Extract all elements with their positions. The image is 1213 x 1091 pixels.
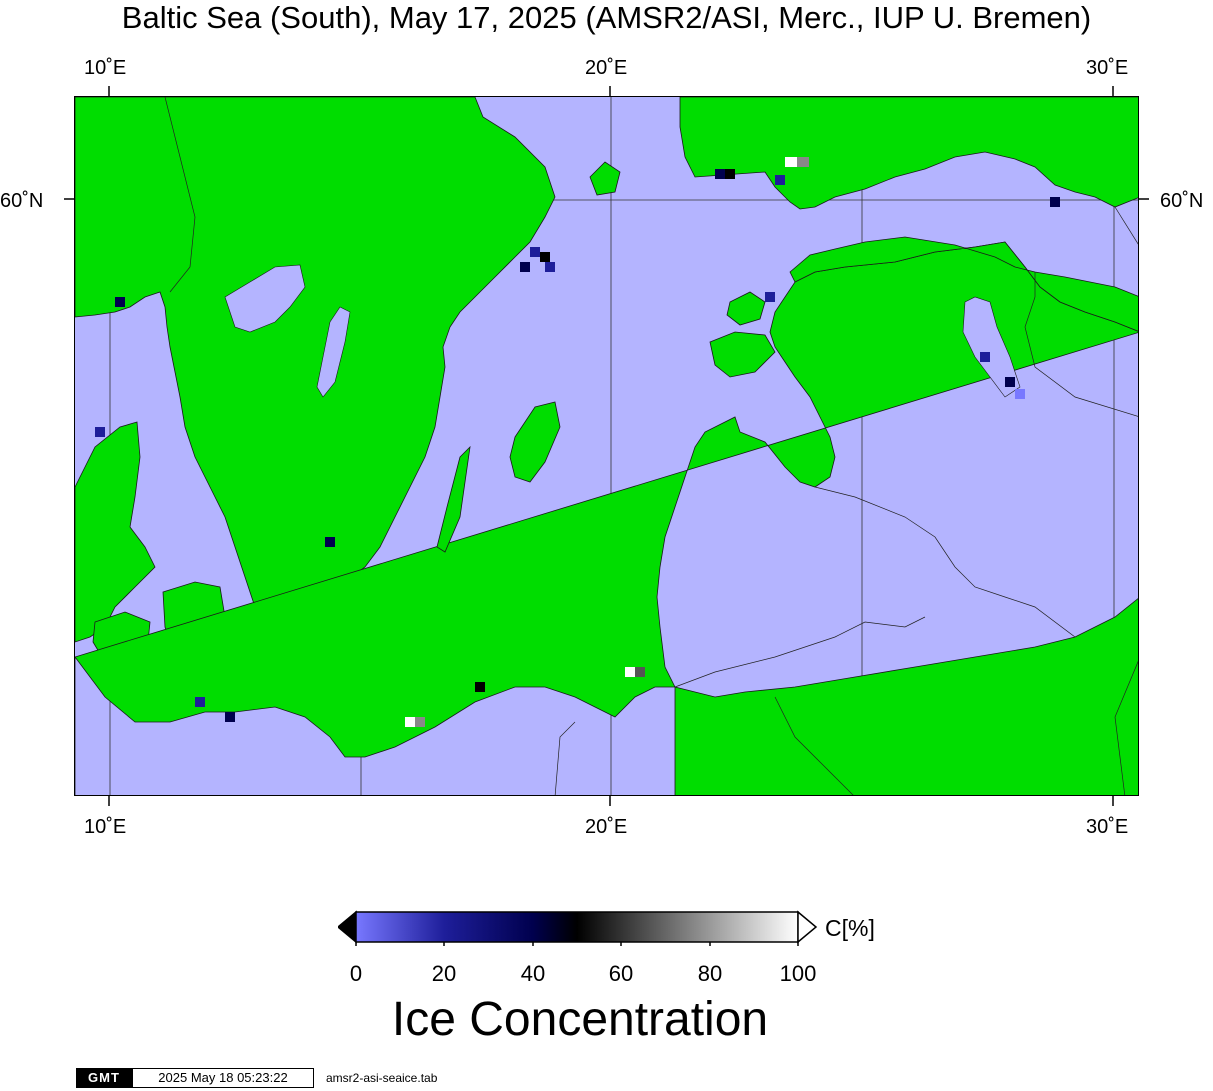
lake-peipus <box>962 296 1021 398</box>
border-norway-sweden <box>164 97 196 293</box>
ice-pixel <box>545 262 555 272</box>
ice-pixel <box>1050 197 1060 207</box>
land-masses <box>75 97 1138 795</box>
colorbar-title: Ice Concentration <box>391 993 769 1046</box>
ice-pixel <box>325 537 335 547</box>
colorbar-tick-100: 100 <box>779 961 817 986</box>
colorbar-tick-40: 40 <box>520 961 546 986</box>
border-poland-kaliningrad <box>554 721 576 795</box>
country-borders <box>164 97 1138 795</box>
ice-pixel <box>530 247 540 257</box>
colorbar-max-arrow <box>797 910 818 944</box>
ice-pixel <box>415 717 425 727</box>
land-oland <box>436 445 471 553</box>
frame-ticks <box>64 86 1149 806</box>
colorbar-gradient <box>355 911 799 943</box>
ice-pixel <box>405 717 415 727</box>
land-estonia <box>789 236 1138 332</box>
lake-vattern <box>316 306 351 398</box>
border-latvia-estonia <box>814 486 1076 638</box>
top-lon-label-20: 20˚E <box>585 57 628 79</box>
footer-timestamp: 2025 May 18 05:23:22 <box>132 1068 314 1088</box>
ice-pixel <box>725 169 735 179</box>
bottom-lon-label-30: 30˚E <box>1086 816 1129 838</box>
ice-pixel <box>475 682 485 692</box>
ice-pixel <box>540 252 550 262</box>
ice-pixel <box>635 667 645 677</box>
ice-pixel <box>765 292 775 302</box>
land-gotland <box>509 401 561 483</box>
land-saaremaa <box>709 331 776 378</box>
map-frame <box>74 96 1139 796</box>
lake-vanern <box>224 264 306 333</box>
ice-pixel <box>625 667 637 677</box>
gmt-logo: GMT <box>76 1068 132 1088</box>
ice-pixel <box>1005 377 1015 387</box>
ice-pixel <box>225 712 235 722</box>
bottom-lon-label-20: 20˚E <box>585 816 628 838</box>
border-russia-east <box>1114 660 1138 795</box>
ice-pixel <box>520 262 530 272</box>
footer-filename: amsr2-asi-seaice.tab <box>326 1071 438 1085</box>
land-hiiumaa <box>726 291 766 326</box>
colorbar-tick-0: 0 <box>349 961 363 986</box>
colorbar-tick-20: 20 <box>431 961 457 986</box>
ice-pixel <box>785 157 797 167</box>
top-lon-label-10: 10˚E <box>84 57 127 79</box>
ice-pixels <box>95 157 1060 727</box>
ice-pixel <box>95 427 105 437</box>
map-svg <box>75 97 1138 795</box>
ice-pixel <box>115 297 125 307</box>
top-lon-label-30: 30˚E <box>1086 57 1129 79</box>
ice-pixel <box>195 697 205 707</box>
ice-pixel <box>980 352 990 362</box>
border-estonia-russia <box>1024 272 1138 417</box>
land-aland <box>589 161 621 196</box>
ice-pixel <box>1015 389 1025 399</box>
right-lat-label-60: 60˚N <box>1160 190 1204 212</box>
map-title: Baltic Sea (South), May 17, 2025 (AMSR2/… <box>121 0 1092 35</box>
ice-pixel <box>715 169 725 179</box>
border-finland-russia <box>1114 206 1138 245</box>
left-lat-label-60: 60˚N <box>0 190 44 212</box>
colorbar-tick-60: 60 <box>608 961 634 986</box>
land-finland <box>679 97 1138 210</box>
ice-pixel <box>775 175 785 185</box>
bottom-lon-label-10: 10˚E <box>84 816 127 838</box>
colorbar-ticks <box>355 942 799 946</box>
colorbar-unit-label: C[%] <box>825 915 875 941</box>
border-belarus <box>774 696 854 795</box>
border-lithuania-latvia <box>674 616 926 688</box>
colorbar-min-arrow <box>338 910 357 944</box>
ice-pixel <box>797 157 809 167</box>
colorbar <box>338 910 818 946</box>
colorbar-tick-80: 80 <box>697 961 723 986</box>
